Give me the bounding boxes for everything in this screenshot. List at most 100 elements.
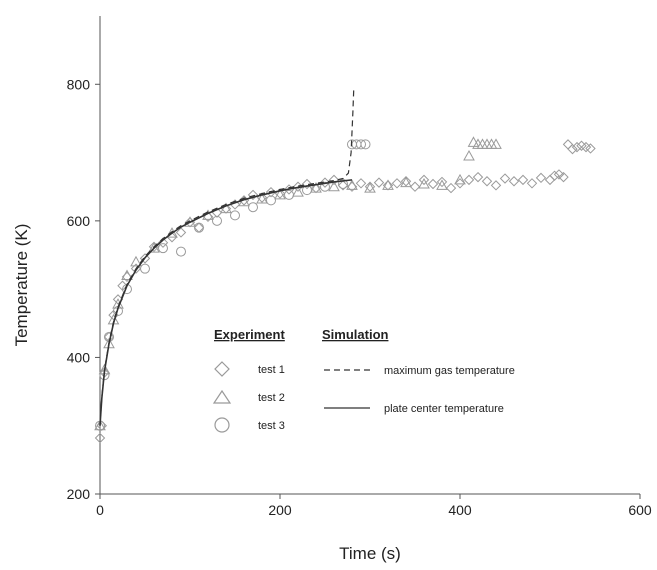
- test-1-point: [517, 174, 529, 186]
- test-3-point: [194, 222, 204, 233]
- test-1-point: [373, 177, 385, 188]
- y-tick-label: 400: [67, 349, 91, 365]
- test-2-point: [94, 419, 106, 431]
- test-2-point: [292, 186, 304, 197]
- plot-area: 0 200 400 600 200 400 600 800: [67, 16, 652, 518]
- y-axis-title: Temperature (K): [12, 224, 31, 347]
- test-1-point: [427, 178, 439, 190]
- test-1-point: [454, 178, 466, 189]
- test-1-point: [301, 178, 313, 190]
- y-ticks: 200 400 600 800: [67, 76, 100, 502]
- y-tick-label: 600: [67, 213, 91, 229]
- test-3-point: [176, 246, 186, 257]
- data-markers: [94, 136, 596, 444]
- test-2-point: [148, 242, 160, 253]
- test-2-point: [346, 179, 358, 190]
- legend-heading-simulation: Simulation: [322, 327, 389, 342]
- x-tick-label: 600: [628, 502, 652, 518]
- test-3-point: [338, 178, 348, 189]
- legend-entry-max-gas: maximum gas temperature: [324, 365, 515, 377]
- y-tick-label: 800: [67, 76, 91, 92]
- test-1-point: [499, 173, 511, 184]
- legend-label-test-1: test 1: [258, 364, 285, 376]
- x-tick-label: 400: [448, 502, 472, 518]
- test-1-point: [418, 174, 430, 186]
- test-1-point: [355, 178, 367, 189]
- legend-label-test-3: test 3: [258, 420, 285, 432]
- test-1-point: [94, 432, 106, 444]
- legend-label-plate-center: plate center temperature: [384, 403, 504, 415]
- test-2-point: [166, 227, 178, 238]
- test-1-point: [481, 176, 493, 187]
- test-2-point: [463, 149, 475, 161]
- test-2-point: [220, 202, 232, 214]
- test-1-point: [157, 237, 169, 248]
- test-3-point: [266, 195, 276, 206]
- test-2-point: [328, 180, 340, 192]
- test-3-point: [158, 243, 168, 254]
- test-3-point: [212, 215, 222, 226]
- test-1-point: [544, 174, 556, 186]
- test-1-point: [247, 189, 259, 201]
- test-3-point: [248, 202, 258, 213]
- test-1-point: [571, 141, 583, 153]
- test-2-point: [400, 176, 412, 188]
- legend-entry-test-3: test 3: [214, 417, 285, 433]
- test-1-point: [535, 172, 547, 184]
- test-1-point: [436, 176, 448, 188]
- legend-entry-test-2: test 2: [212, 389, 285, 404]
- test-3-point: [356, 139, 366, 150]
- test-2-point: [130, 255, 142, 267]
- test-1-point: [553, 169, 565, 180]
- test-2-point: [121, 269, 133, 280]
- test-2-point: [256, 192, 268, 204]
- maximum-gas-temperature-line: [99, 87, 355, 426]
- test-3-point: [320, 181, 330, 192]
- test-2-point: [418, 177, 430, 189]
- legend-heading-experiment: Experiment: [214, 327, 285, 342]
- y-tick-label: 200: [67, 486, 91, 502]
- test-1-point: [549, 170, 560, 181]
- test-1-point: [526, 178, 538, 189]
- simulation-lines: [99, 87, 355, 426]
- test-1-point: [576, 140, 587, 151]
- test-1-point: [585, 143, 596, 154]
- test-1-point: [472, 171, 484, 183]
- test-1-point: [463, 174, 475, 186]
- test-1-point: [139, 253, 151, 264]
- legend-diamond-marker: [214, 361, 230, 377]
- test-1-point: [558, 171, 569, 183]
- test-3-point: [284, 189, 294, 200]
- test-1-point: [337, 180, 349, 191]
- legend-circle-marker: [214, 417, 230, 433]
- test-2-point: [490, 138, 502, 149]
- legend-label-max-gas: maximum gas temperature: [384, 365, 515, 377]
- test-1-point: [391, 178, 403, 189]
- test-2-point: [454, 173, 466, 185]
- test-1-point: [400, 176, 412, 187]
- test-2-point: [364, 182, 376, 193]
- test-1-point: [445, 182, 457, 194]
- test-2-point: [310, 182, 322, 193]
- test-1-point: [490, 180, 502, 191]
- x-tick-label: 0: [96, 502, 104, 518]
- test-1-point: [580, 141, 592, 153]
- test-2-point: [382, 179, 394, 190]
- test-1-point: [364, 181, 376, 192]
- test-3-point: [140, 263, 150, 274]
- legend-label-test-2: test 2: [258, 392, 285, 404]
- test-3-point: [230, 210, 240, 221]
- legend-entry-plate-center: plate center temperature: [324, 403, 504, 415]
- test-1-point: [328, 174, 340, 186]
- test-3-point: [360, 139, 371, 150]
- test-2-point: [467, 136, 480, 147]
- test-2-point: [436, 179, 448, 190]
- test-1-point: [562, 139, 574, 150]
- test-1-point: [382, 180, 394, 191]
- plate-center-temperature-line: [99, 179, 353, 426]
- test-1-point: [567, 143, 578, 155]
- x-tick-label: 200: [268, 502, 292, 518]
- legend-entry-test-1: test 1: [214, 361, 285, 377]
- x-ticks: 0 200 400 600: [96, 494, 652, 518]
